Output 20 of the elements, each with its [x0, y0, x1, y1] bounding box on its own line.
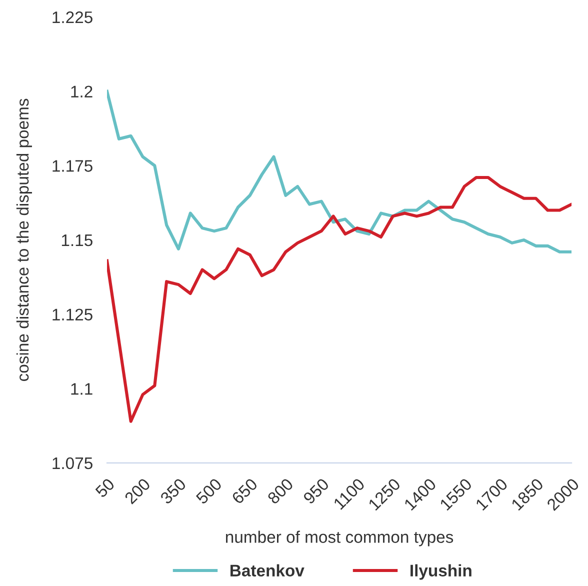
y-tick-label: 1.175	[52, 160, 92, 172]
line-series	[107, 90, 572, 254]
y-tick-label: 1.15	[62, 234, 92, 246]
x-tick-label: 200	[124, 478, 151, 505]
y-tick-label: 1.075	[52, 457, 92, 470]
x-tick-label: 50	[94, 478, 116, 498]
legend-label: Batenkov	[230, 564, 304, 576]
y-tick-label: 1.225	[52, 11, 92, 24]
x-tick-label: 650	[231, 478, 258, 505]
x-tick-label: 350	[160, 478, 187, 505]
line-series	[107, 176, 572, 423]
x-tick-label: 800	[266, 478, 294, 505]
x-tick-label: 950	[302, 478, 330, 505]
x-tick-label: 500	[195, 478, 222, 505]
y-axis-title: cosine distance to the disputed poems	[16, 98, 32, 382]
y-tick-label: 1.125	[52, 308, 92, 320]
legend-label: Ilyushin	[410, 564, 472, 580]
y-tick-label: 1.1	[71, 383, 92, 395]
y-tick-label: 1.2	[71, 86, 92, 98]
x-axis-title: number of most common types	[226, 530, 454, 546]
